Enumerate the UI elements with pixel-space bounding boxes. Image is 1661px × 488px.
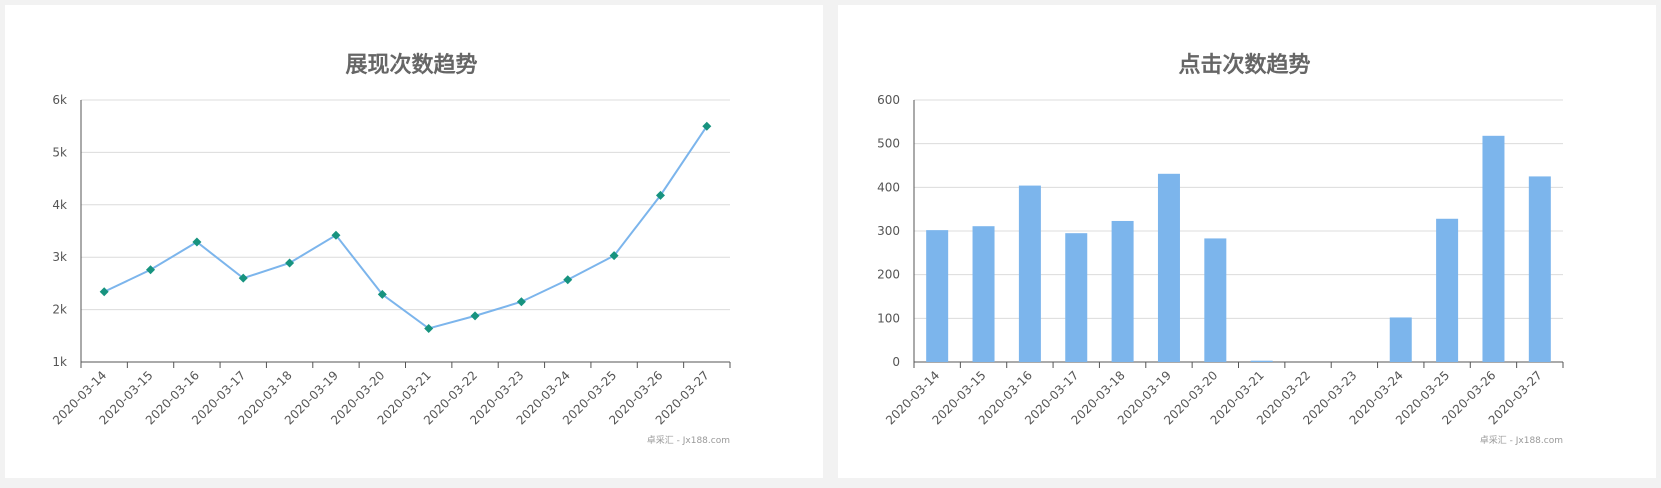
data-point-marker <box>516 297 526 307</box>
data-point-marker <box>702 121 712 131</box>
bar <box>1111 220 1134 362</box>
data-point-marker <box>655 190 665 200</box>
y-tick-label: 0 <box>892 355 900 369</box>
y-tick-label: 5k <box>52 145 67 159</box>
y-tick-label: 3k <box>52 250 67 264</box>
y-tick-label: 100 <box>877 311 900 325</box>
data-point-marker <box>424 323 434 333</box>
chart-title: 点击次数趋势 <box>1178 52 1310 78</box>
y-tick-label: 6k <box>52 93 67 107</box>
bar <box>1204 238 1227 362</box>
y-tick-label: 2k <box>52 303 67 317</box>
data-point-marker <box>377 289 387 299</box>
data-point-marker <box>146 265 156 275</box>
clicks-bar-chart: 点击次数趋势01002003004005006002020-03-142020-… <box>877 52 1564 446</box>
bar <box>972 226 995 362</box>
data-point-marker <box>99 287 109 297</box>
impressions-line-chart: 展现次数趋势1k2k3k4k5k6k2020-03-142020-03-1520… <box>50 52 731 446</box>
bar <box>1065 233 1088 362</box>
data-point-marker <box>285 258 295 268</box>
bar <box>1157 173 1180 362</box>
bar <box>1250 360 1273 362</box>
y-tick-label: 300 <box>877 224 900 238</box>
impressions-chart-panel: 展现次数趋势 1k 2k 3k 4k 5k 6k 2020-03-14 2020-03-15 20… <box>5 5 823 478</box>
data-point-marker <box>563 275 573 285</box>
series-line <box>103 125 708 330</box>
chart-credit: 卓采汇 - Jx188.com <box>1480 434 1563 446</box>
chart-title: 展现次数趋势 <box>345 52 477 78</box>
y-tick-label: 600 <box>877 93 900 107</box>
y-tick-label: 200 <box>877 268 900 282</box>
data-point-marker <box>331 230 341 240</box>
chart-credit: 卓采汇 - Jx188.com <box>647 434 730 446</box>
bar <box>1528 176 1551 362</box>
bar <box>1389 317 1412 362</box>
bar <box>1018 185 1041 362</box>
bar <box>1482 135 1505 362</box>
data-point-marker <box>238 273 248 283</box>
y-tick-label: 4k <box>52 198 67 212</box>
y-tick-label: 1k <box>52 355 67 369</box>
bar <box>926 230 949 362</box>
data-point-marker <box>609 251 619 261</box>
bar <box>1436 218 1459 362</box>
y-tick-label: 400 <box>877 180 900 194</box>
data-point-marker <box>192 237 202 247</box>
data-point-marker <box>470 311 480 321</box>
y-tick-label: 500 <box>877 137 900 151</box>
clicks-chart-panel: 点击次数趋势 0 100 200 300 400 500 600 2020-03-14 2020-… <box>838 5 1656 478</box>
